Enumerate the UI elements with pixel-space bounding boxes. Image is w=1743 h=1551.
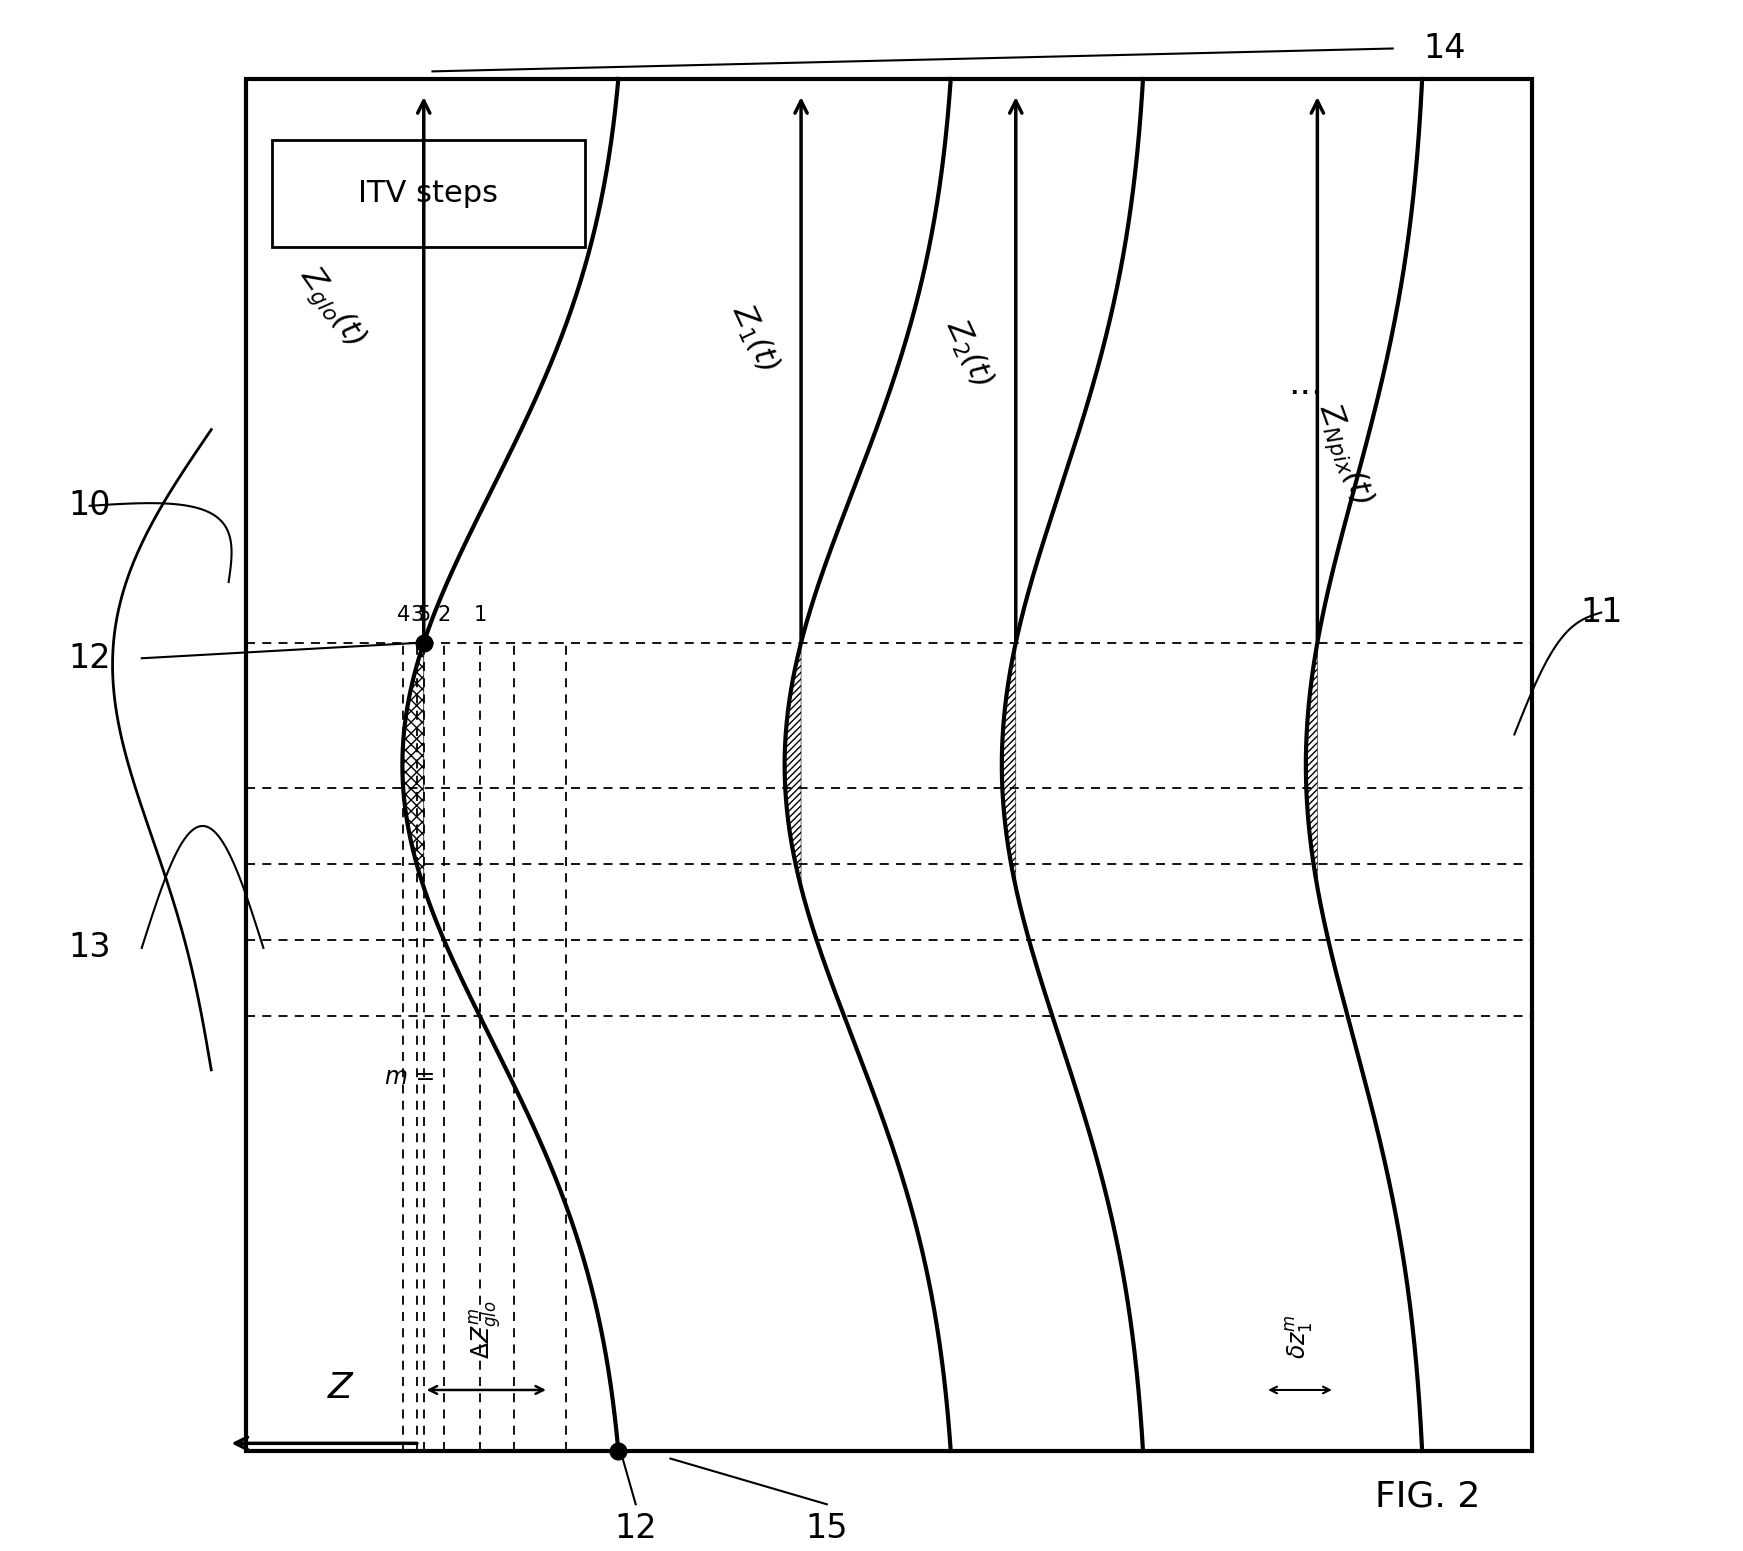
Text: ITV steps: ITV steps bbox=[359, 178, 498, 208]
Text: 14: 14 bbox=[1424, 33, 1466, 65]
Text: 4: 4 bbox=[397, 605, 410, 625]
Text: 1: 1 bbox=[474, 605, 486, 625]
Text: $Z_{glo}$(t): $Z_{glo}$(t) bbox=[291, 261, 371, 355]
Text: 5: 5 bbox=[417, 605, 431, 625]
Text: ...: ... bbox=[1288, 368, 1323, 400]
Text: $\Delta Z^m_{glo}$: $\Delta Z^m_{glo}$ bbox=[469, 1301, 504, 1360]
Text: FIG. 2: FIG. 2 bbox=[1375, 1480, 1480, 1514]
Text: $Z_{Npix}$(t): $Z_{Npix}$(t) bbox=[1309, 399, 1379, 510]
Text: $Z$: $Z$ bbox=[328, 1371, 356, 1405]
Text: 3: 3 bbox=[410, 605, 424, 625]
Text: $Z_2$(t): $Z_2$(t) bbox=[939, 315, 999, 392]
Text: 12: 12 bbox=[614, 1512, 657, 1545]
Text: 11: 11 bbox=[1579, 596, 1623, 630]
Text: 13: 13 bbox=[68, 932, 112, 965]
Text: 10: 10 bbox=[68, 489, 112, 523]
Text: m =: m = bbox=[385, 1066, 436, 1089]
Text: $\delta z^m_1$: $\delta z^m_1$ bbox=[1285, 1315, 1316, 1360]
Text: 15: 15 bbox=[805, 1512, 849, 1545]
Text: 2: 2 bbox=[437, 605, 450, 625]
Bar bbox=[272, 140, 586, 247]
Bar bbox=[246, 79, 1532, 1450]
Text: 12: 12 bbox=[68, 642, 112, 675]
Text: $Z_1$(t): $Z_1$(t) bbox=[725, 299, 784, 377]
